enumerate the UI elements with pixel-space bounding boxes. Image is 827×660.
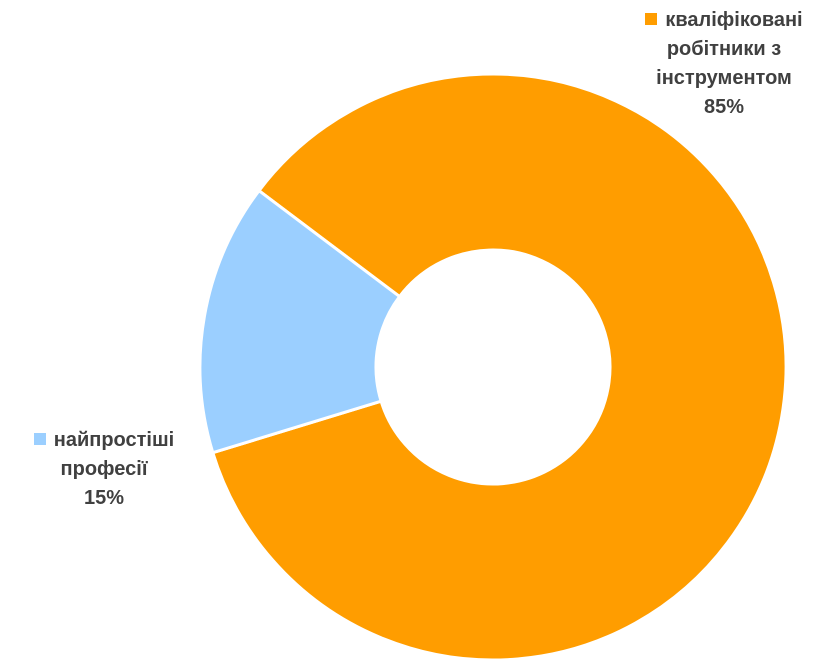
data-label-skilled-workers: кваліфіковані робітники з інструментом 8… [618, 6, 827, 122]
data-label-elementary-occupations-line-2: професії [60, 458, 148, 480]
data-label-elementary-occupations-swatch [33, 433, 46, 445]
slice-skilled-workers [210, 72, 788, 660]
data-label-elementary-occupations: найпростіші професії 15% [4, 426, 204, 513]
data-label-skilled-workers-value: 85% [703, 96, 745, 118]
data-label-skilled-workers-line-3: інструментом [656, 67, 792, 89]
data-label-skilled-workers-swatch [645, 13, 658, 25]
data-label-skilled-workers-line-1: кваліфіковані [618, 6, 827, 35]
slice-elementary-occupations [198, 188, 402, 455]
data-label-elementary-occupations-value: 15% [83, 487, 125, 509]
donut-slices [198, 72, 788, 660]
data-label-elementary-occupations-line-1: найпростіші [4, 426, 204, 455]
data-label-skilled-workers-line-2: робітники з [666, 38, 782, 60]
